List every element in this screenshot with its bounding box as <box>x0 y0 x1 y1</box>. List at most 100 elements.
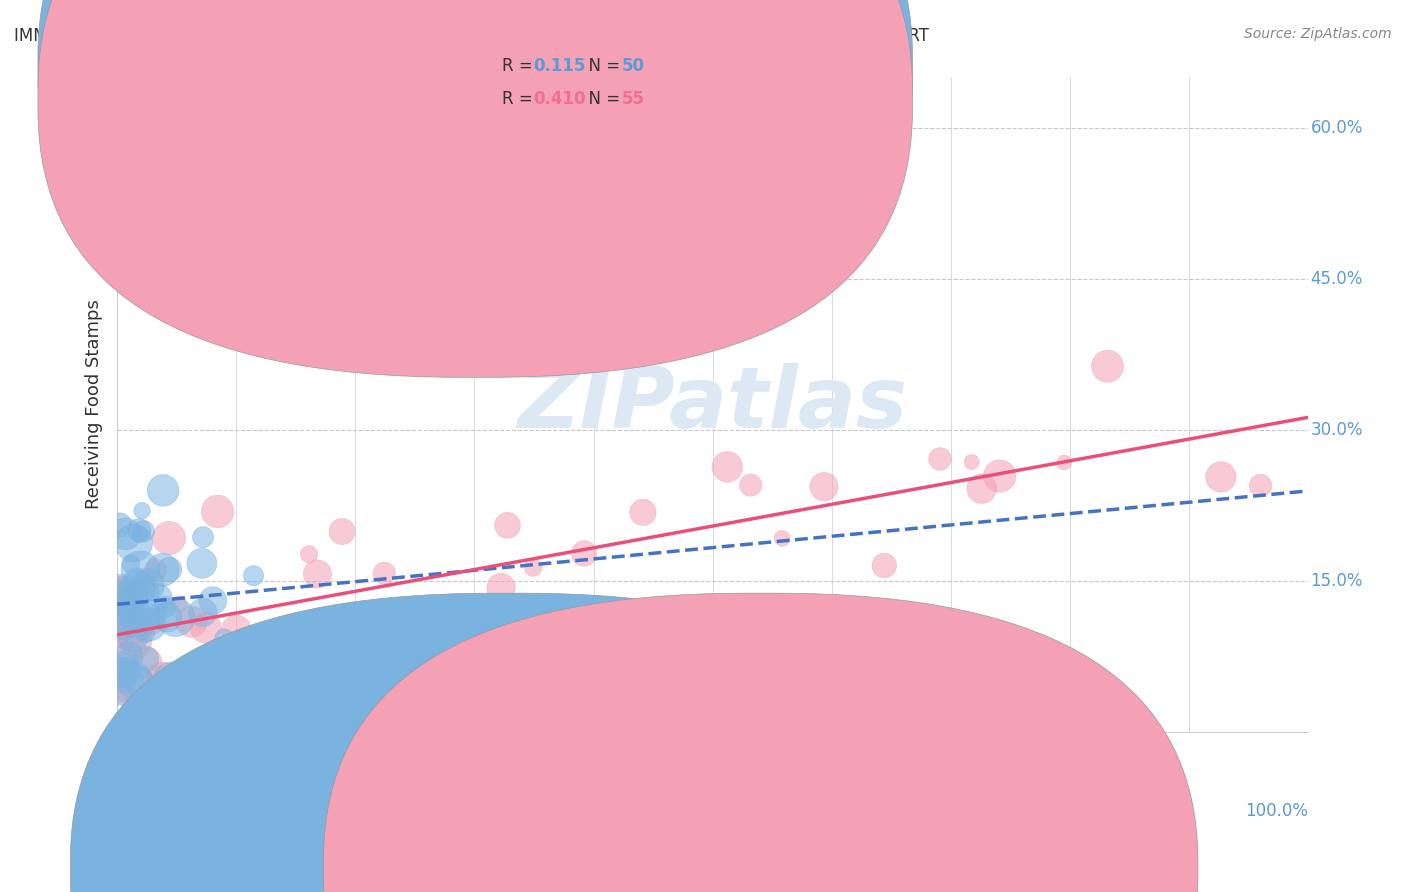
Text: 0.115: 0.115 <box>533 57 585 75</box>
Point <box>165 684 187 698</box>
Point <box>129 610 152 624</box>
Point <box>486 604 509 618</box>
Text: R =: R = <box>502 90 538 108</box>
Point <box>134 625 156 640</box>
Point <box>1209 470 1232 484</box>
Point <box>191 530 214 544</box>
Point <box>115 676 138 690</box>
Point <box>522 560 544 574</box>
Text: 0.410: 0.410 <box>533 90 585 108</box>
Point <box>1053 455 1076 469</box>
Point <box>118 648 141 663</box>
Point <box>115 662 138 676</box>
Point <box>159 563 181 577</box>
Point <box>960 455 983 469</box>
Point <box>111 662 134 676</box>
Point <box>929 452 952 467</box>
Text: N =: N = <box>578 90 626 108</box>
Point <box>143 563 166 577</box>
Point <box>122 536 145 550</box>
Y-axis label: Receiving Food Stamps: Receiving Food Stamps <box>86 300 103 509</box>
Point <box>117 597 139 611</box>
Point <box>716 459 738 474</box>
Point <box>488 605 510 619</box>
Text: Immigrants from Europe: Immigrants from Europe <box>783 862 970 876</box>
Point <box>124 673 146 688</box>
Point <box>114 684 136 698</box>
Point <box>108 630 131 644</box>
Point <box>114 526 136 541</box>
Point <box>134 621 156 635</box>
Point <box>145 613 167 627</box>
Point <box>118 607 141 621</box>
Point <box>150 684 173 698</box>
Point <box>330 524 353 539</box>
Point <box>122 611 145 625</box>
Point <box>112 603 135 617</box>
Point <box>117 653 139 667</box>
Text: R =: R = <box>502 57 538 75</box>
Point <box>970 482 993 496</box>
Text: ZIPatlas: ZIPatlas <box>517 363 908 446</box>
Text: 15.0%: 15.0% <box>1310 572 1362 590</box>
Point <box>207 504 229 518</box>
Point <box>150 672 173 686</box>
Point <box>167 597 190 611</box>
Point <box>108 674 131 689</box>
Point <box>307 567 329 582</box>
Point <box>135 652 157 666</box>
Point <box>108 578 131 592</box>
Text: 50: 50 <box>621 57 644 75</box>
Point <box>813 480 835 494</box>
Point <box>214 632 236 646</box>
Point <box>156 610 179 624</box>
Point <box>157 531 180 545</box>
Text: 30.0%: 30.0% <box>1310 421 1362 439</box>
Point <box>108 660 131 674</box>
Point <box>631 505 654 519</box>
Point <box>214 659 236 673</box>
Point <box>136 618 159 632</box>
Text: Source: ZipAtlas.com: Source: ZipAtlas.com <box>1244 27 1392 41</box>
Text: 45.0%: 45.0% <box>1310 269 1362 288</box>
Point <box>194 621 217 635</box>
Point <box>122 584 145 599</box>
Point <box>132 524 155 539</box>
Point <box>489 581 512 595</box>
Point <box>128 674 150 689</box>
Point <box>128 528 150 542</box>
Point <box>160 674 183 689</box>
Point <box>191 557 214 571</box>
Point <box>242 568 264 582</box>
Point <box>225 623 247 637</box>
Point <box>373 566 395 581</box>
Point <box>128 610 150 624</box>
Point <box>108 581 131 595</box>
Point <box>873 558 896 573</box>
Point <box>139 614 162 628</box>
Point <box>740 478 762 492</box>
Point <box>988 469 1011 483</box>
Point <box>108 684 131 698</box>
Point <box>129 563 152 577</box>
Point <box>128 524 150 538</box>
Point <box>201 593 224 607</box>
Point <box>114 621 136 635</box>
Point <box>117 611 139 625</box>
Point <box>118 628 141 642</box>
Point <box>108 517 131 532</box>
Text: 0.0%: 0.0% <box>117 802 159 820</box>
Point <box>124 635 146 649</box>
Point <box>152 563 174 577</box>
Point <box>1250 478 1272 492</box>
Text: N =: N = <box>578 57 626 75</box>
Point <box>125 573 148 587</box>
Point <box>131 503 153 517</box>
Point <box>191 605 214 619</box>
Point <box>131 587 153 601</box>
Point <box>136 578 159 592</box>
Text: IMMIGRANTS FROM ETHIOPIA VS IMMIGRANTS FROM EUROPE RECEIVING FOOD STAMPS CORRELA: IMMIGRANTS FROM ETHIOPIA VS IMMIGRANTS F… <box>14 27 929 45</box>
Point <box>1097 359 1119 374</box>
Point <box>108 598 131 612</box>
Text: 60.0%: 60.0% <box>1310 119 1362 136</box>
